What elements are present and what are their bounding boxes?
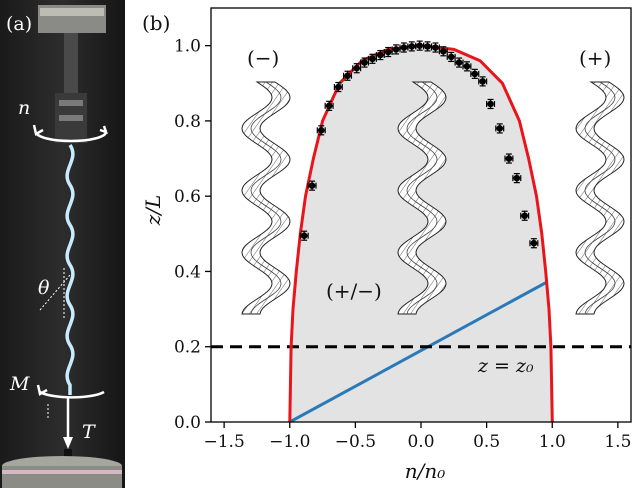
region-label-right: (+) — [579, 46, 611, 70]
data-marker — [308, 182, 316, 189]
helix-centerline — [584, 81, 616, 315]
helical-rod — [65, 144, 75, 395]
data-marker — [505, 155, 513, 162]
data-point — [316, 125, 326, 136]
label-theta: θ — [38, 277, 50, 299]
data-point — [495, 123, 505, 134]
data-marker — [400, 44, 408, 51]
data-marker — [471, 70, 479, 78]
data-marker — [408, 43, 416, 50]
data-point — [446, 51, 456, 63]
data-point — [423, 41, 433, 52]
data-point — [430, 42, 440, 53]
data-point — [478, 76, 488, 87]
y-tick-label: 0.2 — [174, 338, 201, 358]
data-point — [299, 230, 309, 241]
y-tick-label: 0.6 — [174, 187, 201, 207]
data-point — [407, 41, 417, 52]
data-marker — [432, 44, 439, 51]
x-tick-label: −1.5 — [203, 432, 244, 452]
data-point — [333, 81, 343, 93]
data-marker — [377, 51, 384, 59]
linear-line — [289, 281, 547, 422]
data-point — [512, 173, 522, 184]
panel-b-label: (b) — [142, 11, 170, 35]
data-marker — [317, 127, 325, 134]
rotation-arrow-n — [34, 131, 108, 143]
data-point — [383, 46, 393, 58]
x-tick-label: 0.5 — [473, 432, 500, 452]
data-marker — [361, 59, 368, 66]
data-marker — [521, 212, 528, 220]
data-point — [367, 53, 377, 64]
data-marker — [353, 64, 360, 72]
data-marker — [392, 46, 400, 53]
y-tick-label: 1.0 — [174, 37, 201, 57]
data-marker — [487, 100, 494, 108]
y-tick-label: 0.4 — [174, 262, 201, 282]
region-label-left: (−) — [247, 46, 279, 70]
data-point — [486, 98, 496, 110]
data-marker — [513, 174, 521, 182]
data-marker — [455, 59, 463, 66]
x-axis-label: n/n₀ — [405, 459, 446, 483]
x-tick-label: 1.5 — [604, 432, 631, 452]
helix-right-icon — [575, 81, 625, 315]
helix-middle-icon — [397, 81, 447, 315]
data-marker — [300, 232, 308, 239]
x-tick-label: −1.0 — [269, 432, 310, 452]
helix-body — [397, 81, 447, 315]
data-point — [391, 44, 401, 55]
data-marker — [530, 239, 538, 247]
data-point — [504, 153, 514, 164]
data-marker — [479, 78, 486, 85]
data-point — [462, 61, 472, 72]
helix-left-icon — [241, 81, 291, 315]
data-marker — [440, 47, 447, 55]
helix-centerline — [250, 81, 282, 315]
data-marker — [416, 42, 423, 49]
label-n: n — [18, 97, 30, 119]
region-label-middle: (+/−) — [326, 279, 382, 303]
data-marker — [384, 48, 392, 56]
experiment-photo: (a) n θ M T — [0, 0, 125, 488]
data-marker — [447, 53, 455, 61]
x-tick-label: 0.0 — [407, 432, 434, 452]
data-point — [352, 63, 362, 74]
data-point — [324, 100, 334, 111]
x-tick-label: 1.0 — [539, 432, 566, 452]
data-point — [520, 210, 530, 221]
data-point — [307, 180, 317, 191]
panel-a-label: (a) — [6, 13, 32, 35]
rotation-arrow-m — [39, 390, 105, 399]
data-point — [360, 57, 370, 68]
data-point — [342, 70, 353, 81]
label-m: M — [9, 373, 30, 395]
data-marker — [335, 83, 342, 91]
data-marker — [325, 102, 333, 110]
data-marker — [369, 55, 376, 63]
y-tick-label: 0.0 — [174, 413, 201, 433]
threshold-label: z = z₀ — [477, 355, 534, 377]
label-t: T — [82, 421, 96, 443]
helix-body — [241, 81, 291, 315]
data-point — [470, 68, 480, 79]
data-marker — [463, 63, 471, 70]
data-point — [529, 238, 539, 249]
y-tick-label: 0.8 — [174, 112, 201, 132]
helix-centerline — [406, 81, 438, 315]
data-marker — [496, 125, 504, 132]
x-tick-label: −0.5 — [335, 432, 376, 452]
data-marker — [424, 43, 431, 50]
helix-body — [575, 81, 625, 315]
y-axis-label: z/L — [141, 195, 165, 227]
data-point — [438, 46, 448, 57]
data-marker — [344, 72, 351, 80]
